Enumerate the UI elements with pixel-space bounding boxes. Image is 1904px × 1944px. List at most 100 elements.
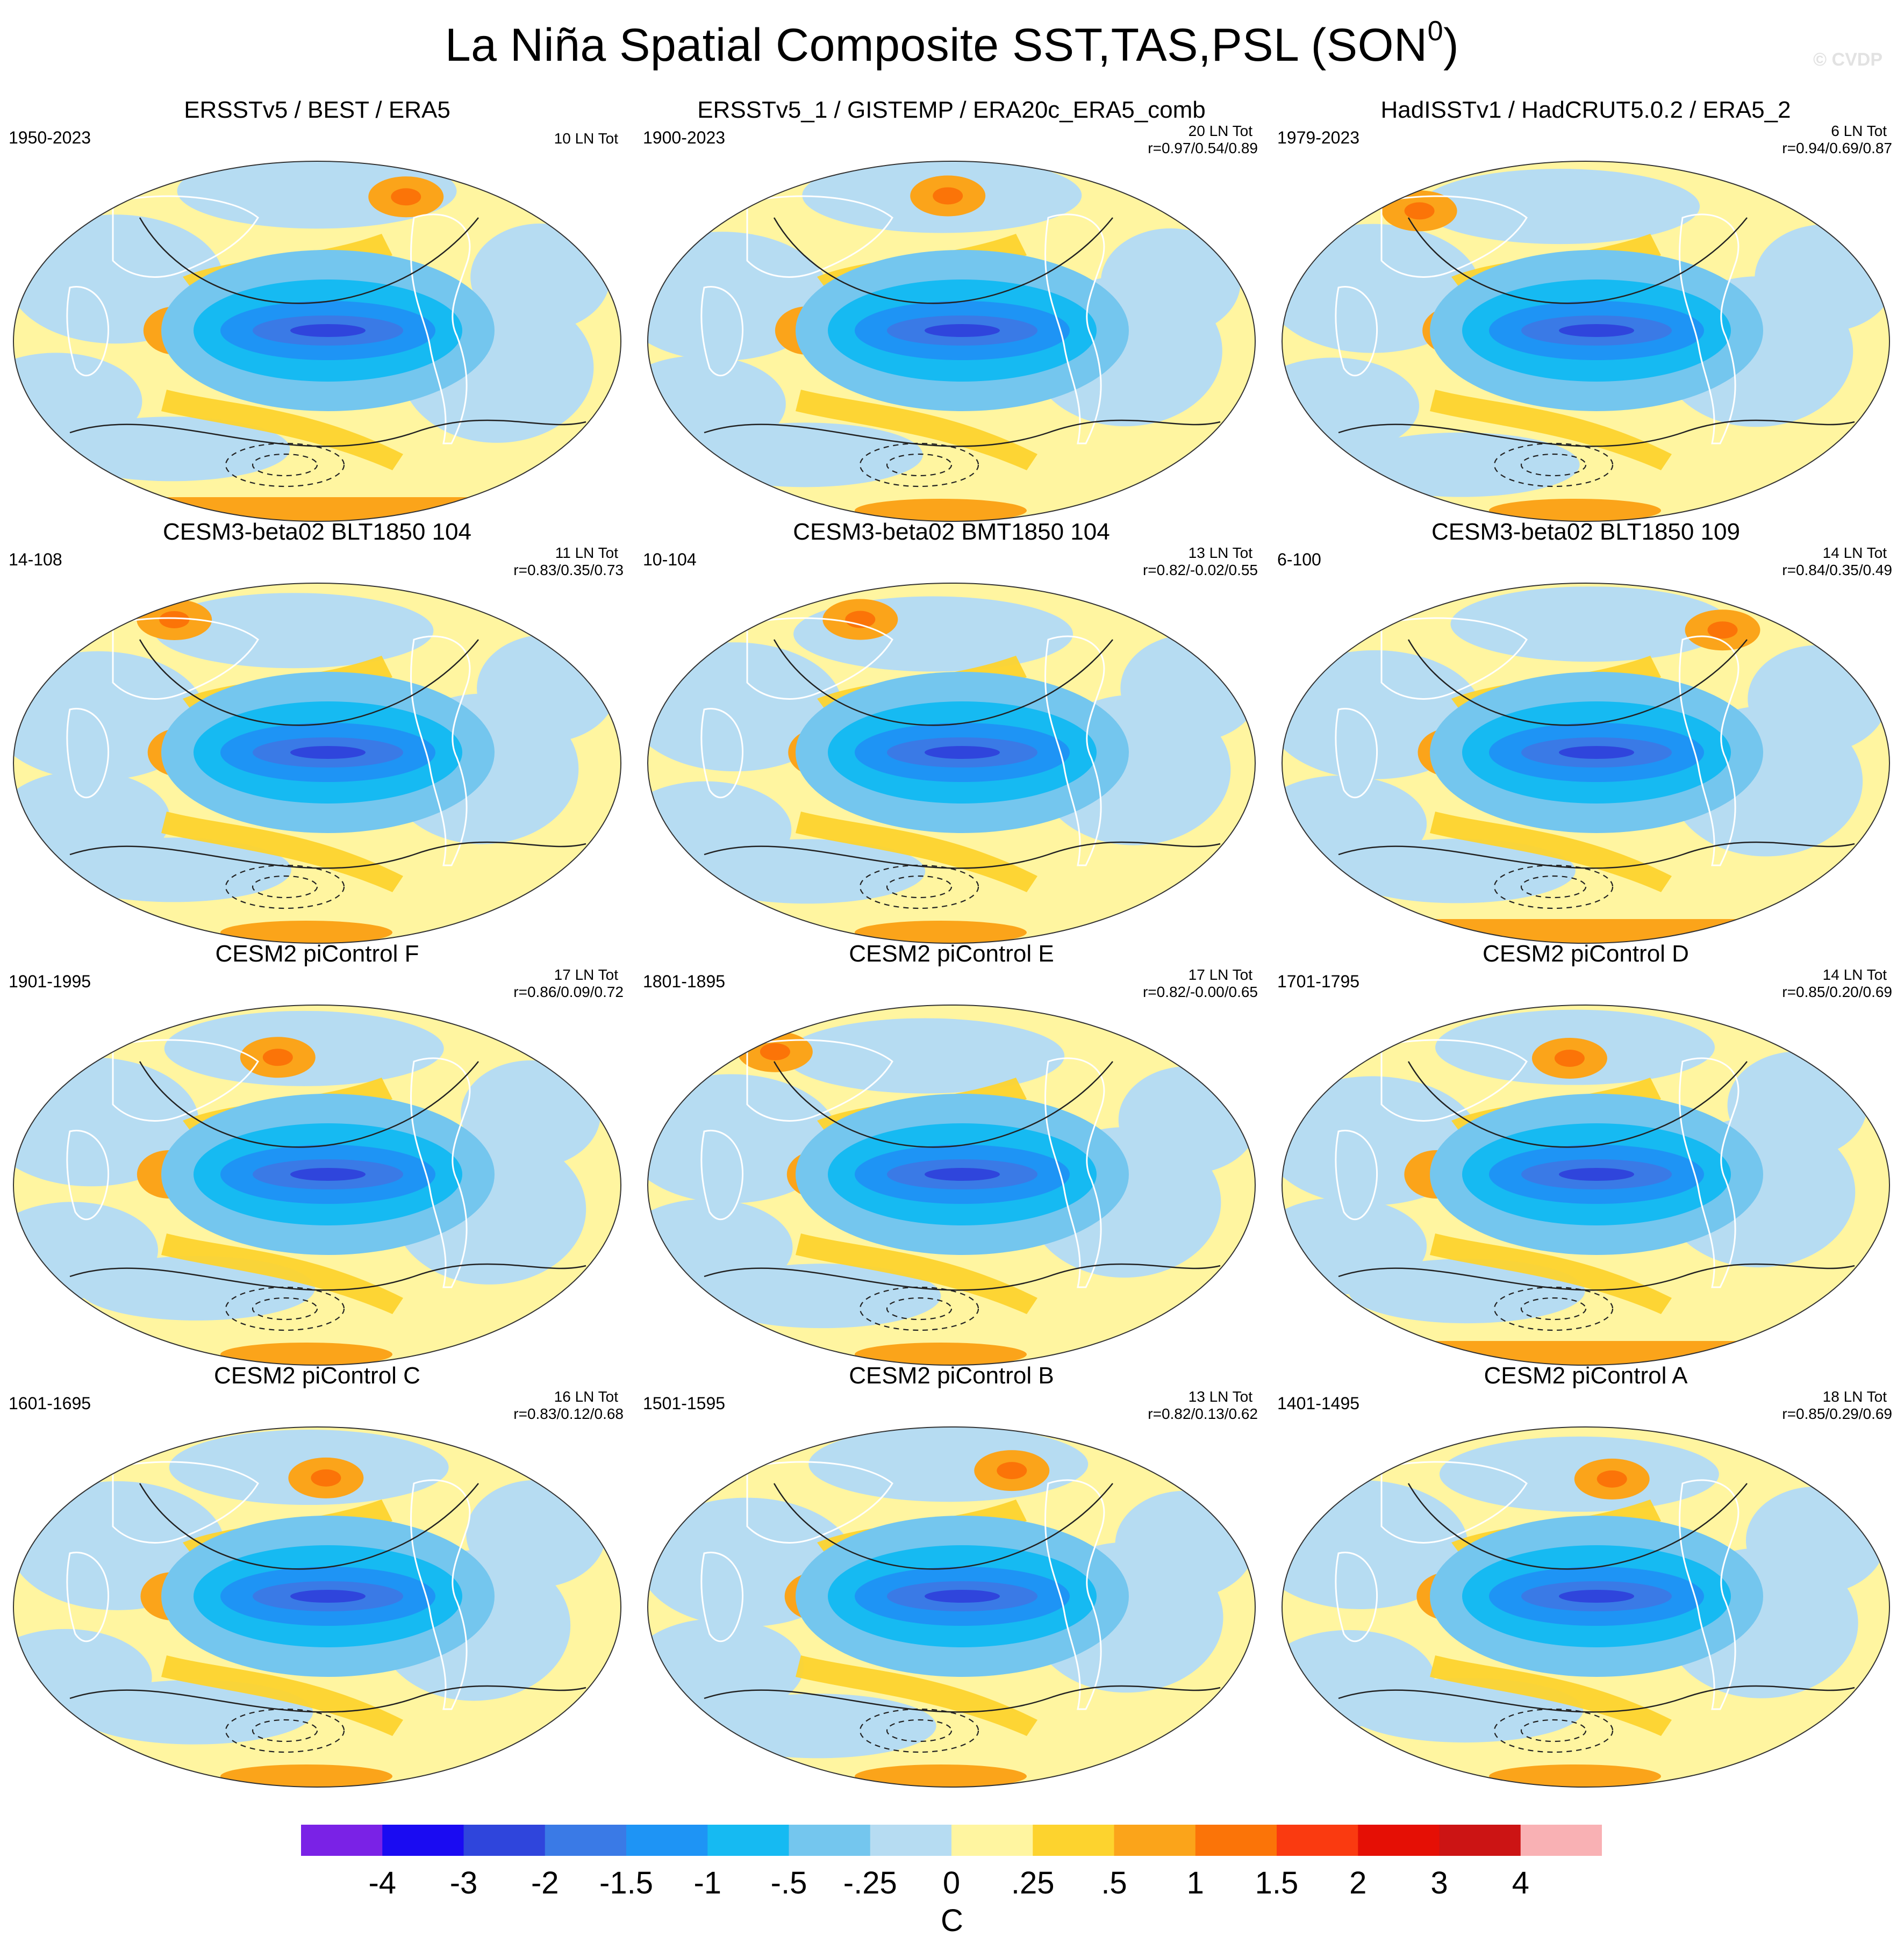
colorbar-tick-label: .5 bbox=[1101, 1866, 1127, 1900]
panel-title: CESM3-beta02 BMT1850 104 bbox=[793, 519, 1110, 545]
panel-title: CESM2 piControl A bbox=[1484, 1362, 1688, 1389]
panel-event-count: 11 LN Tot bbox=[555, 544, 618, 561]
panel-pattern-correlation: r=0.82/0.13/0.62 bbox=[1148, 1405, 1258, 1422]
map-panel: CESM2 piControl E 1801-1895 17 LN Tot r=0.8… bbox=[634, 941, 1269, 1366]
panel-years: 10-104 bbox=[643, 550, 697, 569]
colorbar-tick-label: .25 bbox=[1011, 1866, 1055, 1900]
panel-years: 1901-1995 bbox=[9, 972, 91, 991]
panel-event-count: 6 LN Tot bbox=[1831, 123, 1887, 139]
panel-title: CESM2 piControl B bbox=[849, 1362, 1054, 1389]
colorbar-tick-label: -4 bbox=[368, 1866, 397, 1900]
robinson-map bbox=[13, 583, 621, 944]
panel-years: 1979-2023 bbox=[1277, 128, 1360, 147]
panel-event-count: 18 LN Tot bbox=[1822, 1388, 1887, 1405]
panel-title: CESM3-beta02 BLT1850 104 bbox=[163, 519, 471, 545]
colorbar bbox=[301, 1825, 1602, 1856]
robinson-map bbox=[13, 1426, 621, 1788]
colorbar-bin bbox=[1520, 1825, 1602, 1856]
panel-title: CESM2 piControl E bbox=[849, 941, 1054, 967]
panel-pattern-correlation: r=0.83/0.12/0.68 bbox=[513, 1405, 624, 1422]
colorbar-tick-label: 2 bbox=[1349, 1866, 1367, 1900]
map-panel: CESM2 piControl F 1901-1995 17 LN Tot r=0.8… bbox=[0, 941, 634, 1366]
panel-years: 1501-1595 bbox=[643, 1394, 726, 1413]
robinson-map bbox=[647, 583, 1256, 944]
robinson-map bbox=[1282, 1426, 1890, 1788]
colorbar-bin bbox=[463, 1825, 546, 1856]
colorbar-tick-label: 4 bbox=[1512, 1866, 1529, 1900]
colorbar-bin bbox=[382, 1825, 464, 1856]
map-panel: ERSSTv5_1 / GISTEMP / ERA20c_ERA5_comb 19… bbox=[634, 97, 1269, 522]
panel-title: CESM2 piControl C bbox=[214, 1362, 420, 1389]
robinson-map bbox=[1282, 1005, 1890, 1366]
panel-event-count: 20 LN Tot bbox=[1188, 123, 1252, 139]
colorbar-tick-label: -.25 bbox=[843, 1866, 897, 1900]
colorbar-bin bbox=[1195, 1825, 1277, 1856]
colorbar-bin bbox=[1358, 1825, 1440, 1856]
panel-years: 1701-1795 bbox=[1277, 972, 1360, 991]
panel-title: ERSSTv5_1 / GISTEMP / ERA20c_ERA5_comb bbox=[697, 97, 1206, 123]
panel-event-count: 13 LN Tot bbox=[1188, 544, 1252, 561]
panel-grid: ERSSTv5 / BEST / ERA5 1950-2023 10 LN Tot E… bbox=[0, 97, 1903, 1788]
panel-pattern-correlation: r=0.82/-0.02/0.55 bbox=[1142, 562, 1258, 578]
colorbar-bin bbox=[545, 1825, 627, 1856]
figure-title: La Niña Spatial Composite SST,TAS,PSL (S… bbox=[0, 15, 1904, 72]
colorbar-bin bbox=[707, 1825, 789, 1856]
colorbar-tick-label: -1 bbox=[693, 1866, 722, 1900]
panel-pattern-correlation: r=0.94/0.69/0.87 bbox=[1782, 140, 1892, 156]
colorbar-tick-label: -3 bbox=[449, 1866, 478, 1900]
figure-title-text: La Niña Spatial Composite SST,TAS,PSL (S… bbox=[445, 19, 1428, 71]
map-panel: CESM3-beta02 BLT1850 104 14-108 11 LN Tot r… bbox=[0, 519, 634, 944]
panel-title: ERSSTv5 / BEST / ERA5 bbox=[184, 97, 450, 123]
colorbar-tick-label: 1 bbox=[1186, 1866, 1204, 1900]
panel-years: 1601-1695 bbox=[9, 1394, 91, 1413]
panel-years: 1801-1895 bbox=[643, 972, 726, 991]
panel-event-count: 17 LN Tot bbox=[1188, 966, 1252, 983]
panel-years: 6-100 bbox=[1277, 550, 1321, 569]
map-panel: ERSSTv5 / BEST / ERA5 1950-2023 10 LN Tot bbox=[0, 97, 634, 522]
watermark: © CVDP bbox=[1813, 49, 1882, 70]
colorbar-bin bbox=[951, 1825, 1033, 1856]
panel-years: 14-108 bbox=[9, 550, 62, 569]
panel-pattern-correlation: r=0.97/0.54/0.89 bbox=[1148, 140, 1258, 156]
robinson-map bbox=[1282, 161, 1890, 522]
panel-pattern-correlation: r=0.85/0.20/0.69 bbox=[1782, 984, 1892, 1000]
robinson-map bbox=[647, 1005, 1256, 1366]
colorbar-tick-label: 1.5 bbox=[1255, 1866, 1299, 1900]
panel-event-count: 16 LN Tot bbox=[554, 1388, 618, 1405]
panel-pattern-correlation: r=0.82/-0.00/0.65 bbox=[1142, 984, 1258, 1000]
panel-pattern-correlation: r=0.85/0.29/0.69 bbox=[1782, 1405, 1892, 1422]
robinson-map bbox=[647, 161, 1256, 522]
robinson-map bbox=[13, 161, 621, 522]
colorbar-unit: C bbox=[941, 1903, 963, 1938]
panel-event-count: 17 LN Tot bbox=[554, 966, 618, 983]
panel-years: 1401-1495 bbox=[1277, 1394, 1360, 1413]
panel-title: CESM2 piControl D bbox=[1483, 941, 1689, 967]
panel-event-count: 10 LN Tot bbox=[554, 130, 618, 147]
map-panel: HadISSTv1 / HadCRUT5.0.2 / ERA5_2 1979-20… bbox=[1269, 97, 1903, 522]
figure-title-close: ) bbox=[1443, 19, 1459, 71]
robinson-map bbox=[1282, 583, 1890, 944]
panel-title: CESM3-beta02 BLT1850 109 bbox=[1431, 519, 1740, 545]
panel-pattern-correlation: r=0.84/0.35/0.49 bbox=[1782, 562, 1892, 578]
map-panel: CESM3-beta02 BLT1850 109 6-100 14 LN Tot r=… bbox=[1269, 519, 1903, 944]
colorbar-tick-label: -1.5 bbox=[599, 1866, 653, 1900]
panel-event-count: 14 LN Tot bbox=[1822, 544, 1887, 561]
panel-title: CESM2 piControl F bbox=[215, 941, 419, 967]
map-panel: CESM3-beta02 BMT1850 104 10-104 13 LN Tot r… bbox=[634, 519, 1269, 944]
colorbar-bin bbox=[1277, 1825, 1358, 1856]
panel-title: HadISSTv1 / HadCRUT5.0.2 / ERA5_2 bbox=[1380, 97, 1791, 123]
colorbar-tick-label: 0 bbox=[942, 1866, 961, 1900]
colorbar-tick-label: 3 bbox=[1430, 1866, 1448, 1900]
panel-years: 1900-2023 bbox=[643, 128, 726, 147]
colorbar-bin bbox=[1439, 1825, 1521, 1856]
map-panel: CESM2 piControl A 1401-1495 18 LN Tot r=0.8… bbox=[1269, 1362, 1903, 1788]
panel-event-count: 13 LN Tot bbox=[1188, 1388, 1252, 1405]
colorbar-bin bbox=[1114, 1825, 1196, 1856]
panel-pattern-correlation: r=0.83/0.35/0.73 bbox=[513, 562, 624, 578]
colorbar-bin bbox=[789, 1825, 871, 1856]
map-panel: CESM2 piControl D 1701-1795 14 LN Tot r=0.8… bbox=[1269, 941, 1903, 1366]
colorbar-tick-label: -.5 bbox=[770, 1866, 807, 1900]
colorbar-bin bbox=[626, 1825, 708, 1856]
robinson-map bbox=[13, 1005, 621, 1366]
colorbar-bin bbox=[870, 1825, 952, 1856]
